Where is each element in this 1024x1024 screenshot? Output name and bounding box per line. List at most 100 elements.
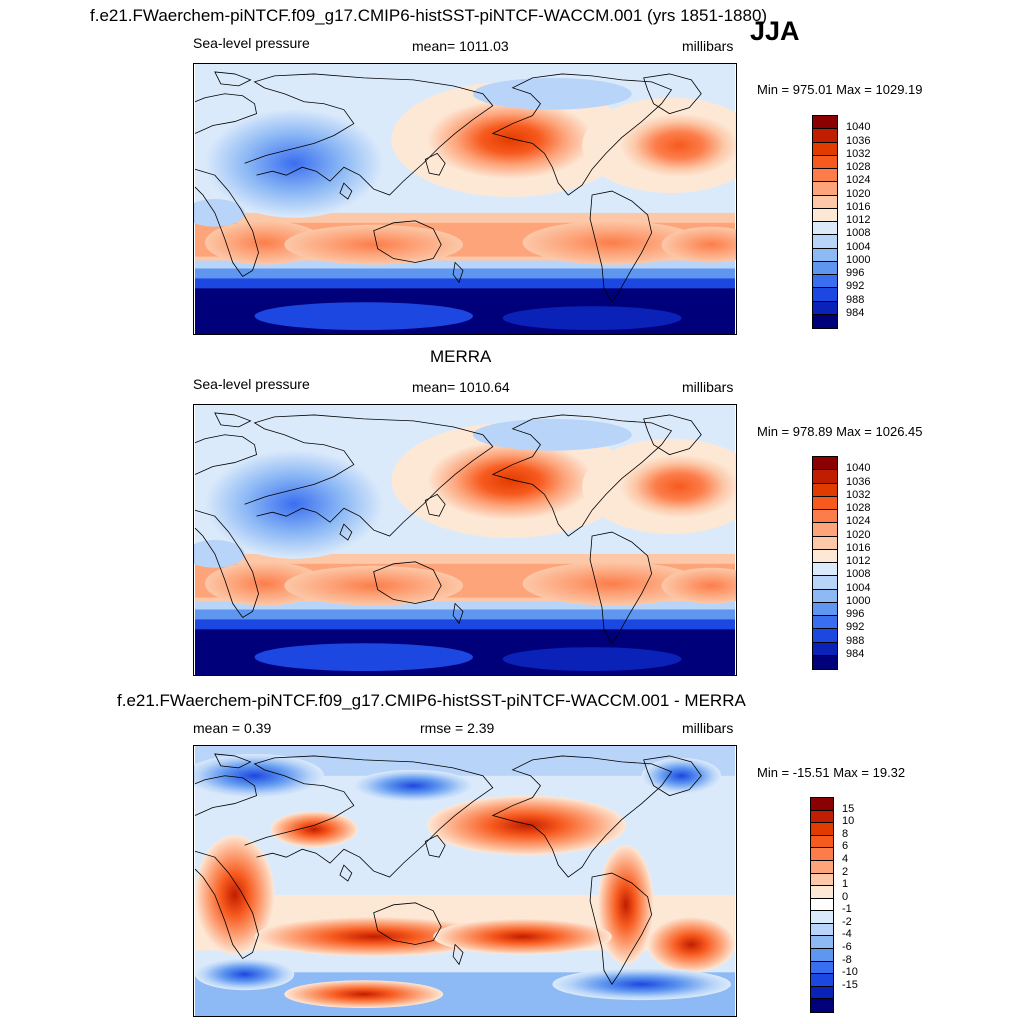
south-indian-high xyxy=(284,224,464,265)
colorbar-swatch xyxy=(813,523,837,537)
north-pacific-positive-anomaly xyxy=(427,795,626,856)
south-pacific-positive-anomaly xyxy=(433,918,612,955)
panel2-mean-label: mean= 1010.64 xyxy=(412,379,510,395)
colorbar-swatch xyxy=(813,116,837,130)
coastline xyxy=(491,755,673,878)
southern-ocean-negative-anomaly xyxy=(195,958,295,991)
eurasia-negative-anomaly xyxy=(194,753,325,798)
colorbar-label: -1 xyxy=(842,903,852,916)
panel3-rmse-label: rmse = 2.39 xyxy=(420,720,495,736)
southern-ocean-negative-anomaly xyxy=(552,968,732,1001)
coastline xyxy=(373,220,442,263)
coastlines xyxy=(194,753,702,985)
colorbar-swatch xyxy=(811,923,833,937)
colorbar-swatch xyxy=(811,860,833,874)
coastline xyxy=(194,850,259,959)
coastline xyxy=(194,168,259,277)
colorbar-label: 1036 xyxy=(846,475,871,488)
colorbar-swatch xyxy=(813,563,837,577)
siberia-negative-anomaly xyxy=(353,769,473,802)
colorbar-label: 1000 xyxy=(846,253,871,266)
colorbar-label: 1008 xyxy=(846,568,871,581)
coastline xyxy=(643,755,702,797)
andes-positive-anomaly xyxy=(598,845,654,965)
panel2-units-label: millibars xyxy=(682,379,734,395)
arctic-low xyxy=(472,418,632,451)
panel1-mean-label: mean= 1011.03 xyxy=(412,38,509,54)
colorbar-swatch xyxy=(813,483,837,497)
colorbar-label: 15 xyxy=(842,802,855,815)
coastline xyxy=(244,73,494,196)
colorbar-label: 1032 xyxy=(846,488,871,501)
colorbar-swatch xyxy=(811,898,833,912)
coastline xyxy=(589,190,653,303)
panel3-map xyxy=(193,745,737,1017)
colorbar-label: 10 xyxy=(842,815,855,828)
coastline xyxy=(373,902,442,945)
transition-band xyxy=(195,260,735,273)
colorbar-label: 1032 xyxy=(846,147,871,160)
colorbar-label: 1016 xyxy=(846,200,871,213)
south-atlantic-high xyxy=(661,226,736,263)
colorbar-label: 1036 xyxy=(846,134,871,147)
tropical-low xyxy=(194,199,245,227)
panel2-minmax: Min = 978.89 Max = 1026.45 xyxy=(757,424,923,439)
coastline xyxy=(194,93,258,134)
colorbar-label: -10 xyxy=(842,966,858,979)
panel2-title: MERRA xyxy=(430,347,492,366)
colorbar-label: -4 xyxy=(842,928,852,941)
panel3-units-label: millibars xyxy=(682,720,734,736)
colorbar-swatch xyxy=(811,848,833,861)
panel3-minmax: Min = -15.51 Max = 19.32 xyxy=(757,765,906,780)
colorbar-swatch xyxy=(811,810,833,824)
panel3-colorbar xyxy=(810,797,834,1013)
panel1-units-label: millibars xyxy=(682,38,734,54)
colorbar-label: 1004 xyxy=(846,581,871,594)
colorbar-label: 0 xyxy=(842,890,849,903)
panel1-map xyxy=(193,63,737,335)
colorbar-label: 1 xyxy=(842,878,849,891)
colorbar-label: 1016 xyxy=(846,541,871,554)
coastline xyxy=(452,261,464,284)
colorbar-label: 984 xyxy=(846,306,865,319)
colorbar-swatch xyxy=(813,470,837,484)
colorbar-swatch xyxy=(813,142,837,156)
antarctic-low xyxy=(254,643,473,672)
panel1-colorbar xyxy=(812,115,838,329)
colorbar-swatch xyxy=(811,961,833,975)
greenland-negative-anomaly xyxy=(641,757,722,794)
colorbar-swatch xyxy=(813,195,837,209)
coastline xyxy=(244,755,494,878)
arctic-low xyxy=(472,77,632,110)
colorbar-label: 1008 xyxy=(846,227,871,240)
transition-band xyxy=(195,601,735,614)
colorbar-label: 988 xyxy=(846,634,865,647)
coastline xyxy=(643,73,702,115)
colorbar-label: 992 xyxy=(846,280,865,293)
colorbar-swatch xyxy=(813,549,837,563)
north-pacific-high xyxy=(427,99,595,180)
coastline xyxy=(194,775,258,816)
colorbar-swatch xyxy=(813,129,837,143)
azores-high xyxy=(619,454,736,519)
coastline xyxy=(424,493,446,517)
coastline xyxy=(491,73,673,196)
colorbar-label: -8 xyxy=(842,953,852,966)
colorbar-label: 4 xyxy=(842,852,849,865)
coastline xyxy=(214,71,252,87)
colorbar-label: -15 xyxy=(842,978,858,991)
colorbar-swatch xyxy=(813,248,837,262)
south-atlantic-high xyxy=(661,567,736,604)
colorbar-label: 8 xyxy=(842,827,849,840)
coastline xyxy=(373,561,442,604)
colorbar-label: 1000 xyxy=(846,594,871,607)
coastline xyxy=(194,509,259,618)
colorbar-label: 1012 xyxy=(846,555,871,567)
antarctic-low xyxy=(502,647,682,672)
colorbar-swatch xyxy=(813,536,837,550)
colorbar-swatch xyxy=(813,288,837,302)
colorbar-swatch xyxy=(813,589,837,603)
antarctic-positive-anomaly xyxy=(284,980,444,1009)
colorbar-label: 1004 xyxy=(846,240,871,253)
colorbar-swatch xyxy=(811,835,833,849)
